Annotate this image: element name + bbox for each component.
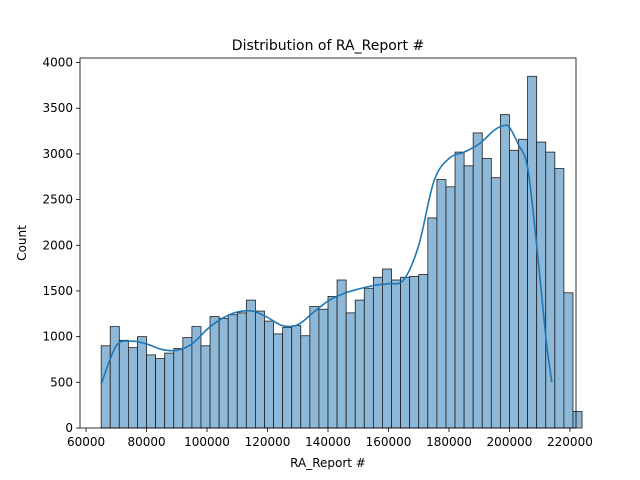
x-tick-label: 80000 [127, 435, 165, 449]
histogram-bar [436, 179, 447, 429]
x-tick-label: 60000 [67, 435, 105, 449]
histogram-bar [309, 306, 320, 429]
y-tick-label: 0 [65, 421, 73, 435]
histogram-bar [345, 312, 356, 429]
histogram-bar [481, 158, 492, 429]
histogram-bar [427, 217, 438, 429]
y-tick-label: 500 [50, 375, 73, 389]
histogram-bar [354, 299, 365, 429]
x-tick-label: 120000 [245, 435, 291, 449]
histogram-bar [563, 292, 574, 429]
histogram-bar [391, 279, 401, 429]
histogram-bar [264, 320, 274, 429]
histogram-bar [499, 114, 510, 429]
histogram-bar [409, 275, 420, 429]
histogram-bar [527, 75, 538, 429]
x-axis: 60000 80000 100000 120000 140000 160000 180000… [67, 428, 593, 449]
histogram-bar [572, 411, 583, 429]
y-tick-label: 3000 [42, 147, 73, 161]
histogram-bar [490, 177, 501, 429]
y-axis: 0 500 1000 1500 2000 2500 3000 3500 4000 [42, 56, 80, 435]
y-tick-label: 1000 [42, 330, 73, 344]
histogram-bar [318, 308, 329, 429]
histogram-bar [545, 151, 556, 429]
histogram-bar [372, 276, 383, 429]
histogram-bar [146, 354, 157, 429]
histogram-bar [336, 279, 347, 429]
histogram-bar [400, 276, 411, 429]
x-tick-label: 140000 [305, 435, 351, 449]
histogram-bar [209, 316, 220, 429]
histogram-bar [382, 268, 392, 429]
histogram-bar [236, 312, 247, 429]
histogram-bar [273, 333, 284, 429]
kde-curve [100, 124, 553, 385]
x-tick-label: 100000 [184, 435, 230, 449]
x-tick-label: 160000 [366, 435, 412, 449]
y-tick-label: 1500 [42, 284, 73, 298]
histogram-bar [109, 326, 120, 429]
histogram-bar [454, 151, 465, 429]
x-tick-label: 220000 [547, 435, 593, 449]
x-tick-label: 180000 [426, 435, 472, 449]
histogram-bar [173, 348, 184, 429]
histogram-bar [245, 299, 256, 429]
histogram-bar [164, 352, 175, 429]
histogram-bar [191, 326, 202, 429]
x-tick-label: 200000 [487, 435, 533, 449]
histogram-bars [100, 75, 583, 429]
histogram-bar [472, 132, 483, 429]
y-axis-label: Count [15, 225, 29, 261]
histogram-bar [327, 296, 338, 429]
histogram-bar [300, 335, 311, 429]
histogram-bar [509, 149, 519, 429]
histogram-bar [418, 274, 429, 429]
histogram-bar [445, 186, 456, 429]
chart-title: Distribution of RA_Report # [232, 38, 424, 54]
histogram-bar [554, 168, 565, 429]
histogram-bar [182, 337, 193, 429]
histogram-bar [118, 339, 129, 429]
histogram-bar [291, 325, 302, 429]
histogram-bar [363, 287, 374, 429]
y-tick-label: 4000 [42, 56, 73, 70]
histogram-bar [218, 317, 229, 429]
histogram-bar [100, 345, 111, 429]
histogram-bar [137, 336, 147, 429]
histogram-bar [155, 358, 166, 429]
histogram-bar [127, 347, 138, 429]
x-axis-label: RA_Report # [290, 456, 366, 470]
histogram-bar [282, 327, 293, 429]
y-tick-label: 3500 [42, 101, 73, 115]
histogram-bar [227, 314, 238, 429]
y-tick-label: 2500 [42, 193, 73, 207]
histogram-bar [518, 138, 529, 429]
histogram-bar [463, 165, 474, 429]
histogram-bar [200, 345, 211, 429]
histogram-bar [255, 310, 265, 429]
y-tick-label: 2000 [42, 238, 73, 252]
